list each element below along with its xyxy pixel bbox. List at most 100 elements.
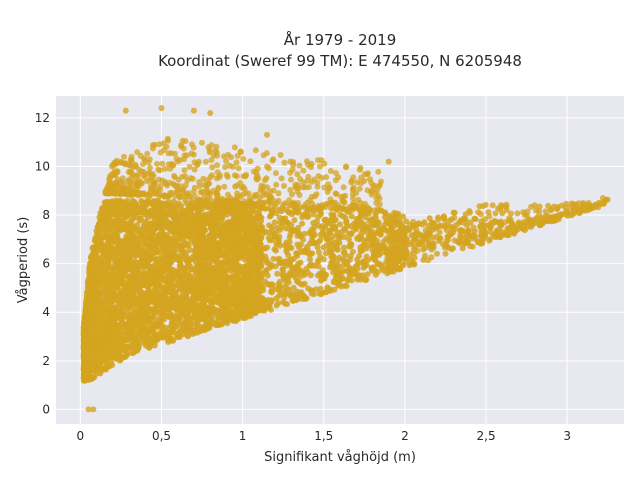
data-point: [217, 294, 224, 301]
data-point: [393, 210, 400, 217]
data-point: [322, 217, 329, 224]
data-point: [322, 272, 329, 278]
data-point: [226, 289, 233, 296]
data-point: [299, 214, 306, 221]
data-point: [174, 268, 181, 274]
data-point: [209, 289, 216, 295]
data-point: [199, 206, 205, 213]
data-point: [152, 331, 159, 338]
data-point: [307, 272, 314, 279]
data-point: [178, 282, 185, 289]
data-points: [80, 105, 611, 413]
data-point: [213, 319, 220, 326]
data-point: [302, 247, 309, 253]
data-point: [112, 229, 119, 236]
data-point: [271, 219, 278, 226]
data-point: [246, 233, 253, 239]
data-point: [372, 267, 378, 274]
data-point: [192, 283, 199, 290]
data-point: [111, 262, 118, 269]
data-point: [131, 215, 137, 221]
data-point: [472, 216, 479, 223]
data-point: [189, 298, 196, 305]
data-point: [266, 222, 273, 229]
data-point: [325, 287, 332, 294]
data-point: [317, 254, 324, 261]
data-point: [94, 230, 101, 236]
data-point: [291, 217, 298, 224]
data-point: [425, 222, 432, 229]
data-point: [226, 275, 233, 281]
data-point: [304, 211, 311, 218]
data-point: [295, 279, 302, 285]
data-point: [237, 250, 244, 257]
data-point: [289, 290, 296, 297]
data-point: [161, 211, 167, 218]
data-point: [340, 213, 346, 220]
data-point: [108, 344, 114, 351]
data-point: [177, 235, 184, 241]
data-point: [145, 289, 152, 296]
data-point: [210, 297, 217, 304]
data-point: [202, 255, 209, 262]
data-point: [236, 265, 243, 272]
data-point: [326, 227, 333, 234]
data-point: [235, 279, 242, 286]
data-point: [151, 202, 158, 209]
data-point: [353, 225, 360, 232]
data-point: [298, 268, 305, 274]
chart-title: År 1979 - 2019 Koordinat (Sweref 99 TM):…: [158, 30, 522, 70]
data-point: [106, 216, 113, 223]
data-point: [266, 237, 273, 244]
data-point: [346, 268, 353, 275]
data-point: [95, 254, 102, 261]
data-point: [148, 220, 155, 227]
data-point: [174, 301, 181, 308]
data-point: [290, 266, 296, 273]
data-point: [264, 302, 270, 309]
data-point: [110, 328, 117, 335]
data-point: [131, 280, 138, 287]
data-point: [268, 289, 275, 296]
data-point: [177, 262, 184, 269]
data-point: [218, 288, 225, 295]
data-point: [381, 214, 388, 221]
data-point: [186, 273, 193, 280]
data-point: [140, 282, 147, 289]
data-point: [421, 219, 428, 226]
data-point: [295, 224, 302, 231]
data-point: [299, 293, 306, 300]
data-point: [108, 334, 115, 341]
data-point: [89, 285, 96, 292]
data-point: [363, 253, 370, 260]
data-point: [124, 337, 131, 344]
data-point: [344, 277, 351, 284]
data-point: [256, 260, 263, 267]
data-point: [145, 275, 152, 282]
data-point: [244, 256, 251, 263]
data-point: [192, 256, 199, 263]
data-point: [244, 311, 251, 318]
data-point: [226, 219, 232, 226]
data-point: [282, 258, 289, 265]
data-point: [131, 305, 138, 312]
data-point: [96, 259, 103, 266]
data-point: [244, 247, 251, 254]
data-point: [354, 256, 361, 263]
data-point: [260, 230, 267, 237]
data-point: [371, 250, 378, 257]
data-point: [331, 225, 338, 232]
data-point: [86, 269, 92, 276]
data-point: [120, 346, 127, 353]
data-point: [114, 323, 120, 330]
data-point: [309, 262, 315, 269]
data-point: [315, 249, 322, 256]
data-point: [276, 287, 283, 293]
data-point: [310, 226, 317, 233]
data-point: [118, 328, 125, 335]
data-point: [331, 278, 338, 285]
data-point: [310, 219, 317, 226]
data-point: [112, 237, 119, 244]
data-point: [333, 265, 340, 272]
